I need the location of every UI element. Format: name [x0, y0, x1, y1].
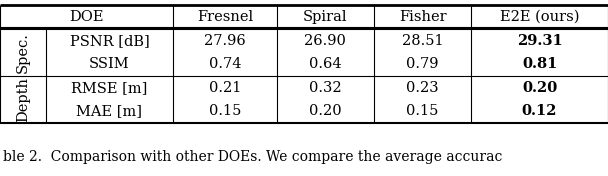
Text: MAE [m]: MAE [m]: [77, 104, 142, 118]
Text: Depth: Depth: [16, 77, 30, 122]
Text: 0.32: 0.32: [309, 81, 342, 95]
Text: 0.74: 0.74: [209, 57, 241, 71]
Text: Spiral: Spiral: [303, 10, 348, 24]
Text: Fresnel: Fresnel: [197, 10, 253, 24]
Text: 0.21: 0.21: [209, 81, 241, 95]
Text: 27.96: 27.96: [204, 34, 246, 48]
Text: 0.20: 0.20: [522, 81, 557, 95]
Text: Fisher: Fisher: [399, 10, 446, 24]
Text: Spec.: Spec.: [16, 32, 30, 73]
Text: E2E (ours): E2E (ours): [500, 10, 579, 24]
Text: 0.15: 0.15: [209, 104, 241, 118]
Text: DOE: DOE: [69, 10, 104, 24]
Text: 26.90: 26.90: [305, 34, 346, 48]
Text: 29.31: 29.31: [517, 34, 562, 48]
Text: PSNR [dB]: PSNR [dB]: [69, 34, 150, 48]
Text: 0.79: 0.79: [406, 57, 439, 71]
Text: 0.15: 0.15: [406, 104, 439, 118]
Text: 0.64: 0.64: [309, 57, 342, 71]
Text: 0.23: 0.23: [406, 81, 439, 95]
Text: 28.51: 28.51: [402, 34, 443, 48]
Text: ble 2.  Comparison with other DOEs. We compare the average accurac: ble 2. Comparison with other DOEs. We co…: [3, 150, 502, 164]
Text: RMSE [m]: RMSE [m]: [71, 81, 148, 95]
Text: SSIM: SSIM: [89, 57, 130, 71]
Text: 0.81: 0.81: [522, 57, 558, 71]
Text: 0.12: 0.12: [522, 104, 558, 118]
Text: 0.20: 0.20: [309, 104, 342, 118]
